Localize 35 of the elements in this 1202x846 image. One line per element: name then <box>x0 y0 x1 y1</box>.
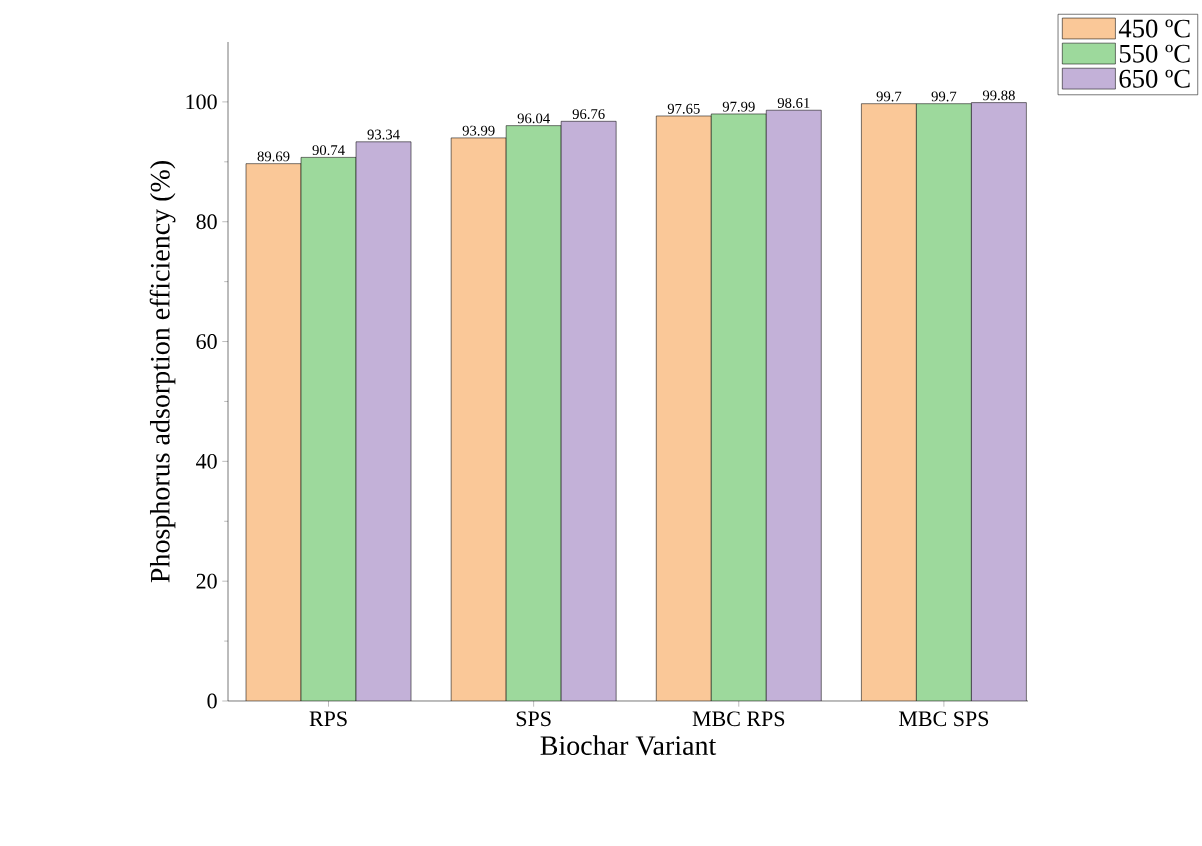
data-label: 96.76 <box>572 109 605 120</box>
y-tick-label: 40 <box>196 453 217 469</box>
y-tick-label: 20 <box>196 573 217 589</box>
data-label: 99.7 <box>931 91 957 102</box>
x-tick-label: RPS <box>309 711 347 727</box>
y-tick-label: 60 <box>196 334 217 349</box>
data-label: 99.88 <box>982 90 1015 101</box>
data-label: 90.74 <box>312 145 345 156</box>
legend-label: 650 ºC <box>1119 69 1190 88</box>
bar <box>766 110 822 701</box>
data-label: 96.04 <box>517 113 550 124</box>
x-axis-title: Biochar Variant <box>540 735 717 756</box>
bar <box>561 121 617 701</box>
data-label: 98.61 <box>777 98 810 108</box>
data-label: 89.69 <box>257 151 290 162</box>
x-tick-label: SPS <box>516 711 551 727</box>
bar <box>916 103 972 701</box>
y-tick-label: 100 <box>186 94 217 110</box>
data-label: 97.99 <box>722 101 755 112</box>
legend-label: 550 ºC <box>1119 44 1190 63</box>
y-tick-label: 80 <box>196 214 217 230</box>
bar <box>711 113 767 701</box>
legend-label: 450 ºC <box>1118 19 1190 38</box>
data-label: 99.7 <box>876 91 902 102</box>
data-label: 93.34 <box>367 129 400 140</box>
y-tick-label: 0 <box>207 693 217 709</box>
bar <box>356 141 412 701</box>
x-tick-label: MBC RPS <box>692 711 785 727</box>
data-label: 97.65 <box>667 103 700 114</box>
x-tick-label: MBC SPS <box>898 711 989 727</box>
bar <box>506 125 562 701</box>
data-label: 93.99 <box>462 125 495 136</box>
bar <box>971 102 1027 701</box>
y-axis-title: Phosphorus adsorption efficiency (%) <box>149 161 176 583</box>
bar <box>301 157 357 701</box>
